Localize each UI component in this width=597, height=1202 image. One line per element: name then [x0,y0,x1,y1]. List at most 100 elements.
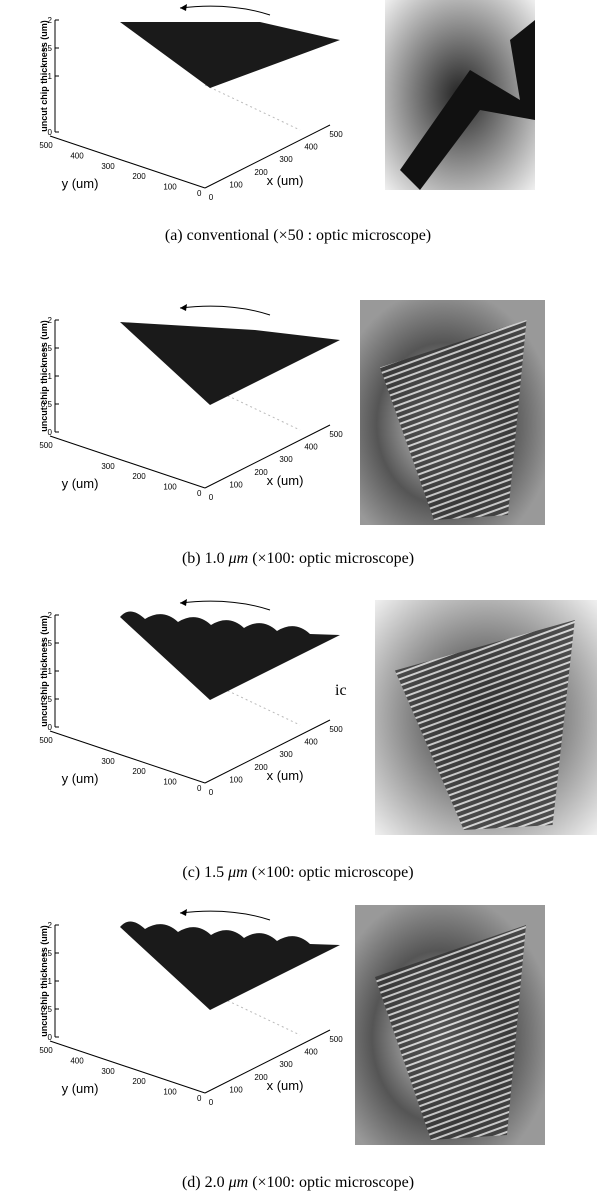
z-tick-label: 1 [48,667,53,676]
x-tick-label: 200 [254,1073,268,1082]
y-tick-label: 400 [70,151,84,160]
corner-tick-label: 0 [197,1094,202,1103]
x-tick-label: 0 [209,1098,214,1107]
caption-part: (d) 2.0 [182,1174,229,1191]
rotation-arrow [179,600,271,611]
z-axis-label: uncut chip thickness (um) [39,20,49,132]
x-tick-label: 0 [209,493,214,502]
micrograph-chip [400,20,535,190]
y-axis [49,435,206,489]
surface [120,322,340,405]
x-tick-label: 400 [304,738,318,747]
z-tick-label: 1.5 [41,949,53,958]
caption-part: μm [228,550,249,567]
x-axis [204,124,331,189]
micrograph-streaks [395,620,575,830]
z-tick-label: 2 [48,316,53,325]
surface [120,22,340,88]
x-tick-label: 300 [279,1060,293,1069]
z-tick-label: 2 [48,16,53,25]
z-tick-label: 0.5 [41,1005,53,1014]
caption: (c) 1.5 μm (×100: optic microscope) [182,864,413,881]
y-axis-label: y (um) [62,1081,99,1096]
caption: (a) conventional (×50 : optic microscope… [165,227,431,244]
arrow-head [180,304,187,311]
x-tick-label: 0 [209,788,214,797]
surface [120,921,340,1010]
corner-tick-label: 0 [197,189,202,198]
x-tick-label: 300 [279,155,293,164]
z-tick-label: 2 [48,611,53,620]
y-axis [49,1040,206,1094]
x-tick-label: 200 [254,763,268,772]
z-tick-label: 1 [48,372,53,381]
corner-tick-label: 0 [197,489,202,498]
z-tick-label: 0 [48,1033,53,1042]
y-tick-label: 100 [163,1088,177,1097]
y-tick-label: 300 [101,162,115,171]
y-tick-label: 200 [132,1077,146,1086]
y-tick-label: 300 [101,462,115,471]
y-axis-label: y (um) [62,176,99,191]
rotation-arrow [179,305,271,316]
x-tick-label: 400 [304,443,318,452]
x-axis [204,719,331,784]
x-tick-label: 100 [229,1085,243,1094]
x-tick-label: 200 [254,468,268,477]
x-axis-label: x (um) [267,473,304,488]
x-axis-label: x (um) [267,768,304,783]
panel: 2 1.5 1 0.5 0 uncut chip thickness (um) 500 300… [39,599,347,797]
arrow-head [180,4,187,11]
rotation-arrow [179,5,271,16]
z-tick-label: 0 [48,128,53,137]
caption-part: (a) conventional (×50 : optic microscope… [165,227,431,244]
x-axis [204,424,331,489]
caption-part: (×100: optic microscope) [248,1174,414,1191]
z-tick-label: 1.5 [41,639,53,648]
y-tick-label: 500 [39,736,53,745]
x-axis-label: x (um) [267,173,304,188]
y-tick-label: 100 [163,483,177,492]
x-tick-label: 400 [304,1048,318,1057]
z-tick-label: 1 [48,72,53,81]
y-tick-label: 200 [132,472,146,481]
z-axis-label: uncut chip thickness (um) [39,615,49,727]
x-tick-label: 300 [279,750,293,759]
caption: (d) 2.0 μm (×100: optic microscope) [182,1174,414,1191]
y-axis-label: y (um) [62,771,99,786]
y-tick-label: 200 [132,767,146,776]
rotation-arrow [179,910,271,921]
z-tick-label: 1.5 [41,344,53,353]
caption-part: (×100: optic microscope) [248,550,414,567]
x-tick-label: 0 [209,193,214,202]
y-tick-label: 100 [163,778,177,787]
y-axis [49,730,206,784]
x-tick-label: 500 [329,130,343,139]
x-tick-label: 100 [229,775,243,784]
caption-part: μm [227,864,248,881]
y-tick-label: 400 [70,1056,84,1065]
z-axis-label: uncut chip thickness (um) [39,925,49,1037]
x-axis [204,1029,331,1094]
x-tick-label: 500 [329,430,343,439]
x-tick-label: 100 [229,180,243,189]
caption-part: (b) 1.0 [182,550,229,567]
guide [204,84,301,131]
micrograph-streaks [380,320,527,520]
z-tick-label: 0 [48,428,53,437]
z-tick-label: 1 [48,977,53,986]
x-tick-label: 100 [229,480,243,489]
caption-part: (c) 1.5 [182,864,228,881]
stray-text: ic [335,682,347,699]
z-tick-label: 0.5 [41,695,53,704]
corner-tick-label: 0 [197,784,202,793]
x-tick-label: 200 [254,168,268,177]
caption: (b) 1.0 μm (×100: optic microscope) [182,550,414,567]
x-tick-label: 400 [304,143,318,152]
y-tick-label: 300 [101,757,115,766]
z-tick-label: 2 [48,921,53,930]
x-tick-label: 500 [329,725,343,734]
